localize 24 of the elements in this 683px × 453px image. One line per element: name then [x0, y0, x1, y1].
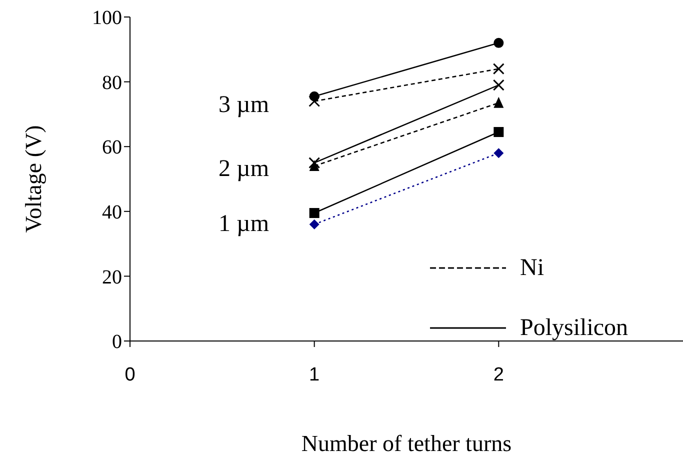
annotation: 3 µm: [218, 91, 269, 120]
x-tick-label: 0: [124, 364, 136, 386]
y-axis-title: Voltage (V): [21, 125, 46, 233]
point: [494, 127, 504, 138]
x-tick-label: 1: [309, 364, 320, 386]
x-tick-label: 2: [493, 364, 504, 386]
point: [309, 219, 320, 230]
point: [492, 63, 504, 75]
legend-label: Polysilicon: [520, 314, 628, 342]
y-tick-label: 80: [102, 72, 122, 94]
annotation: 1 µm: [218, 210, 269, 239]
legend-label: Ni: [520, 254, 544, 282]
y-tick-label: 0: [112, 331, 122, 354]
annotation: 2 µm: [218, 155, 269, 184]
point: [494, 148, 504, 158]
point: [494, 38, 504, 48]
x-axis-title: Number of tether turns: [301, 431, 512, 453]
point: [309, 208, 320, 218]
y-tick-label: 40: [102, 202, 122, 224]
point: [492, 79, 504, 91]
y-tick-label: 20: [102, 266, 122, 288]
y-tick-label: 60: [102, 136, 122, 159]
y-tick-label: 100: [92, 7, 122, 30]
point: [308, 95, 320, 107]
